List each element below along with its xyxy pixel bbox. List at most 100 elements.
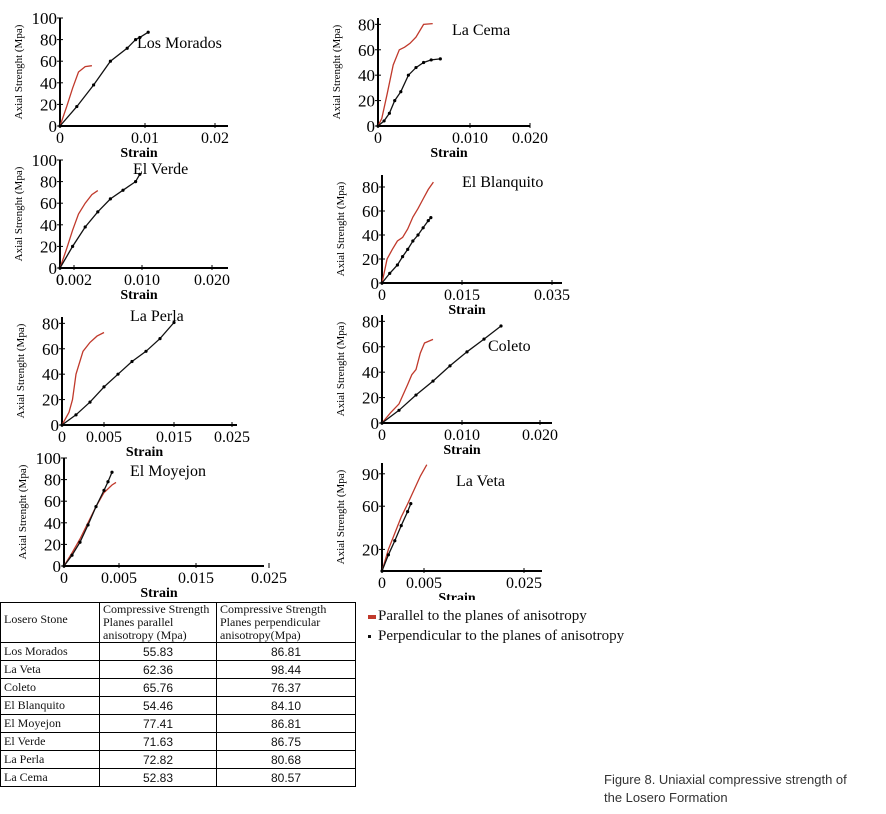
y-tick-label: 0 xyxy=(49,259,58,278)
x-axis-label: Strain xyxy=(448,303,486,318)
data-point xyxy=(431,379,435,383)
y-tick-label: 20 xyxy=(40,237,57,256)
y-tick-label: 60 xyxy=(358,41,375,60)
table-header: Compressive Strength Planes perpendicula… xyxy=(216,602,356,643)
data-point xyxy=(125,46,129,50)
data-point xyxy=(421,226,425,230)
y-axis-label: Axial Strenght (Mpa) xyxy=(13,166,25,261)
y-tick-label: 90 xyxy=(362,465,379,484)
x-tick-label: 0.025 xyxy=(214,429,250,446)
chart-panel: 0 20 40 60 80 100 00.002 0.010 0.020 Strain Axial … xyxy=(13,151,230,303)
perpendicular-value-cell: 76.37 xyxy=(216,678,356,697)
data-point xyxy=(448,364,452,368)
data-point xyxy=(88,400,92,404)
data-point xyxy=(406,247,410,251)
chart-panel: 0 20 40 60 80 0 0.010 0.020 Strain Axial Strenght… xyxy=(331,15,548,161)
y-tick-label: 40 xyxy=(42,365,59,384)
data-point xyxy=(406,73,410,77)
table-row: Coleto 65.76 76.37 xyxy=(0,678,356,697)
series-line-parallel xyxy=(61,331,105,426)
parallel-value-cell: 52.83 xyxy=(99,768,217,787)
table-header-row: Losero Stone Compressive Strength Planes… xyxy=(0,602,356,643)
stone-name-cell: La Veta xyxy=(0,660,100,679)
data-point xyxy=(393,98,397,103)
data-point xyxy=(422,60,426,65)
chart-title: La Cema xyxy=(452,22,510,39)
parallel-value-cell: 62.36 xyxy=(99,660,217,679)
chart-title: El Moyejon xyxy=(130,463,206,480)
y-tick-label: 60 xyxy=(362,497,379,516)
data-point xyxy=(92,83,96,87)
table-row: La Veta 62.36 98.44 xyxy=(0,660,356,679)
series-line-perpendicular xyxy=(377,58,441,127)
series-line-perpendicular xyxy=(381,217,432,284)
y-axis-label: Axial Strenght (Mpa) xyxy=(17,464,29,559)
y-tick-label: 20 xyxy=(358,92,375,111)
series-line-perpendicular xyxy=(381,325,502,424)
stone-name-cell: El Moyejon xyxy=(0,714,100,733)
series-line-perpendicular xyxy=(59,31,149,127)
y-tick-label: 20 xyxy=(42,391,59,410)
perpendicular-value-cell: 86.81 xyxy=(216,642,356,661)
data-point xyxy=(75,104,79,109)
x-tick-label: 0.005 xyxy=(101,570,137,587)
stone-name-cell: Coleto xyxy=(0,678,100,697)
series-line-parallel xyxy=(381,464,428,572)
y-tick-label: 60 xyxy=(42,340,59,359)
x-tick-label: 0.015 xyxy=(444,287,480,304)
x-tick-label: 0.025 xyxy=(251,570,287,587)
chart-panel: 0 20 40 60 80 0 0.010 0.020 Strain Axial Strenght… xyxy=(335,312,558,458)
y-tick-label: 80 xyxy=(40,31,57,50)
perpendicular-value-cell: 86.75 xyxy=(216,732,356,751)
data-point xyxy=(387,111,391,115)
x-tick-label: 0.020 xyxy=(522,427,558,444)
data-point xyxy=(386,553,390,557)
chart-panel: 0 20 40 60 80 100 0 0.005 0.015 0.025 Strain Axial … xyxy=(17,449,287,600)
y-axis-label: Axial Strenght (Mpa) xyxy=(335,469,347,564)
x-tick-label: 0.010 xyxy=(444,427,480,444)
y-tick-label: 0 xyxy=(49,117,58,136)
data-point xyxy=(110,470,114,474)
data-point xyxy=(429,216,433,220)
perpendicular-value-cell: 86.81 xyxy=(216,714,356,733)
y-tick-label: 80 xyxy=(44,471,61,490)
stone-name-cell: La Perla xyxy=(0,750,100,769)
chart-panel: 0 20 40 60 80 0 0.005 0.015 0.025 Strain Axial Str… xyxy=(15,308,250,460)
data-point xyxy=(399,90,403,94)
legend-swatch-parallel xyxy=(368,614,376,619)
data-point xyxy=(393,539,397,543)
data-point xyxy=(58,266,62,270)
table-row: El Verde 71.63 86.75 xyxy=(0,732,356,751)
x-tick-label: 0.010 xyxy=(452,130,488,147)
table-header: Compressive Strength Planes parallel ani… xyxy=(99,602,217,643)
chart-panel: 0 20 40 60 80 0 0.015 0.035 Strain Axial Strenght… xyxy=(335,174,570,318)
y-tick-label: 40 xyxy=(40,216,57,235)
data-point xyxy=(376,124,380,128)
data-point xyxy=(399,524,403,528)
data-point xyxy=(380,569,384,573)
y-tick-label: 20 xyxy=(362,540,379,559)
y-tick-label: 0 xyxy=(371,414,380,433)
chart-panel: 0 20 40 60 80 100 0 0.01 0.02 Strain Axial Strengh… xyxy=(13,9,229,161)
x-tick-label: 0.015 xyxy=(156,429,192,446)
data-point xyxy=(121,188,125,192)
legend-label-parallel: Parallel to the planes of anisotropy xyxy=(378,608,587,624)
x-tick-label: 0.02 xyxy=(201,130,229,147)
data-point xyxy=(94,505,98,509)
x-axis-label: Strain xyxy=(438,591,476,600)
data-point xyxy=(144,349,148,353)
y-tick-label: 60 xyxy=(44,492,61,511)
perpendicular-value-cell: 80.57 xyxy=(216,768,356,787)
data-point xyxy=(406,510,410,514)
caption-line-1: Figure 8. Uniaxial compressive strength … xyxy=(604,772,847,787)
data-point xyxy=(414,393,418,397)
parallel-value-cell: 71.63 xyxy=(99,732,217,751)
perpendicular-value-cell: 84.10 xyxy=(216,696,356,715)
series-line-parallel xyxy=(381,181,434,284)
stone-name-cell: Los Morados xyxy=(0,642,100,661)
series-line-parallel xyxy=(63,481,117,567)
data-point xyxy=(134,38,138,42)
x-tick-label: 0 xyxy=(58,429,66,446)
parallel-value-cell: 55.83 xyxy=(99,642,217,661)
y-tick-label: 80 xyxy=(362,178,379,197)
